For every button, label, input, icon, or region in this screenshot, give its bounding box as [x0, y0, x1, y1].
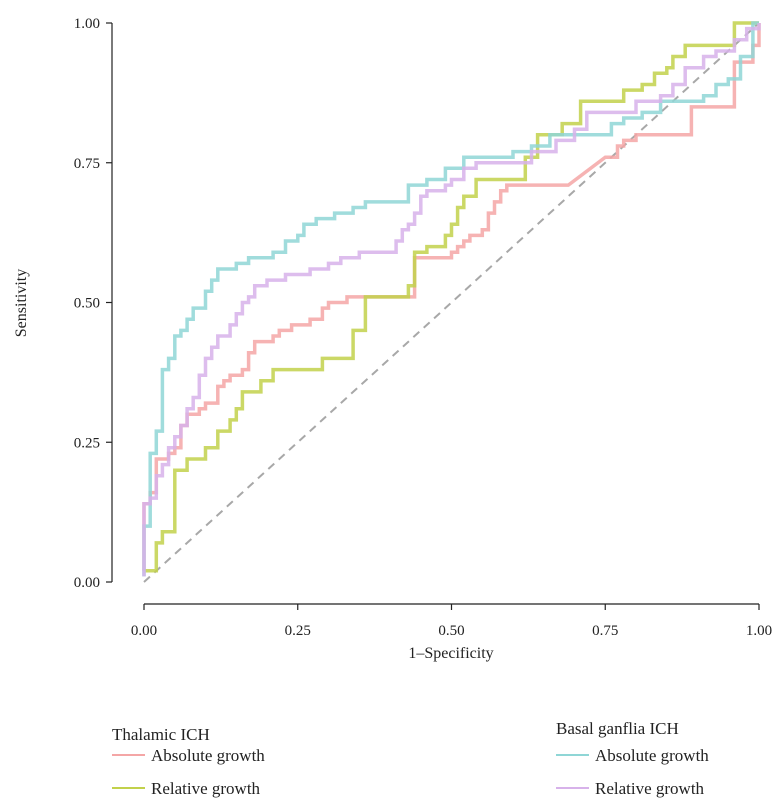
thalamic-relative-growth-line — [144, 21, 759, 573]
legend-label-basal-absolute: Absolute growth — [595, 746, 709, 765]
legend-title-basal: Basal ganflia ICH — [556, 719, 679, 738]
legend-title-thalamic: Thalamic ICH — [112, 725, 210, 744]
x-tick-label: 0.25 — [285, 623, 311, 639]
thalamic-absolute-growth-line — [142, 23, 761, 571]
legend-label-basal-relative: Relative growth — [595, 779, 705, 798]
basal-absolute-growth-line — [142, 21, 759, 577]
x-tick-label: 0.75 — [592, 623, 618, 639]
basal-relative-growth-line — [142, 23, 761, 577]
y-tick-label: 0.50 — [74, 296, 100, 312]
x-tick-label: 0.50 — [438, 623, 464, 639]
y-tick-label: 0.00 — [74, 575, 100, 591]
x-axis-title: 1–Specificity — [408, 645, 493, 662]
legend: Thalamic ICH Absolute growth Relative gr… — [112, 719, 709, 798]
series-layer — [142, 21, 761, 577]
y-tick-label: 1.00 — [74, 16, 100, 32]
y-tick-label: 0.25 — [74, 435, 100, 451]
y-axis-title: Sensitivity — [13, 269, 30, 337]
legend-label-thalamic-relative: Relative growth — [151, 779, 261, 798]
x-tick-label: 1.00 — [746, 623, 772, 639]
x-ticks: 0.00 0.25 0.50 0.75 1.00 — [131, 604, 772, 639]
legend-label-thalamic-absolute: Absolute growth — [151, 746, 265, 765]
y-ticks: 0.00 0.25 0.50 0.75 1.00 — [74, 16, 112, 591]
x-tick-label: 0.00 — [131, 623, 157, 639]
axes: 0.00 0.25 0.50 0.75 1.00 0.00 0.25 0.50 0.75 1.0… — [74, 16, 772, 639]
reference-diagonal — [143, 22, 760, 583]
y-tick-label: 0.75 — [74, 156, 100, 172]
